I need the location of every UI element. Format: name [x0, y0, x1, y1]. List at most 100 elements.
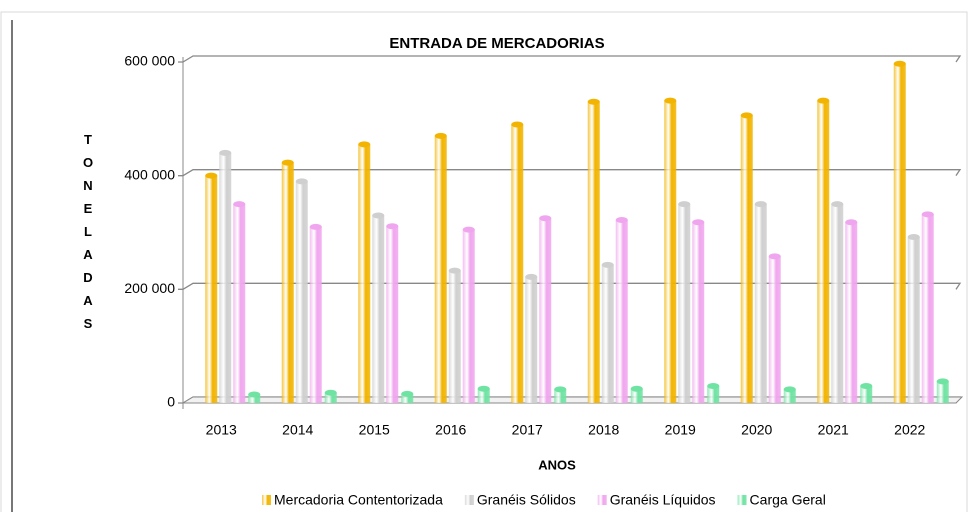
- grid-line: [178, 169, 962, 177]
- bar-top: [630, 385, 643, 392]
- bar-top: [372, 212, 385, 219]
- bar: [248, 394, 261, 403]
- bar: [295, 181, 308, 403]
- bar: [768, 256, 781, 403]
- legend-swatch: [737, 495, 747, 505]
- x-tick-label: 2019: [665, 422, 696, 438]
- bar-top: [783, 386, 796, 393]
- bar: [936, 381, 949, 403]
- legend-label: Mercadoria Contentorizada: [274, 492, 443, 508]
- y-axis-title: TONELADAS: [82, 132, 94, 331]
- bar-top: [233, 201, 246, 208]
- x-tick-label: 2022: [894, 422, 925, 438]
- bar-top: [860, 382, 873, 389]
- bar: [372, 215, 385, 403]
- bar-top: [907, 234, 920, 241]
- x-tick-label: 2015: [359, 422, 390, 438]
- bar-top: [754, 201, 767, 208]
- bar-top: [740, 112, 753, 119]
- bar-top: [448, 267, 461, 274]
- bar: [630, 388, 643, 403]
- bar-top: [817, 97, 830, 104]
- bar-top: [295, 178, 308, 185]
- bar: [462, 229, 475, 403]
- legend-label: Granéis Sólidos: [477, 492, 576, 508]
- bar-top: [831, 201, 844, 208]
- bar: [511, 124, 524, 404]
- bar-top: [309, 223, 322, 230]
- bar: [860, 385, 873, 403]
- x-tick-label: 2017: [512, 422, 543, 438]
- bar-top: [358, 141, 371, 148]
- bar: [525, 276, 538, 403]
- bar-top: [707, 382, 720, 389]
- bar: [893, 63, 906, 404]
- bar: [601, 264, 614, 403]
- bar-top: [921, 211, 934, 218]
- y-tick-label: 400 000: [124, 166, 175, 182]
- bar: [845, 222, 858, 403]
- bar-top: [386, 223, 399, 230]
- bar: [615, 219, 628, 403]
- bar: [309, 226, 322, 403]
- bar-top: [462, 226, 475, 233]
- bar: [587, 101, 600, 404]
- grid-line: [178, 55, 962, 63]
- bar: [817, 100, 830, 403]
- bar-top: [692, 219, 705, 226]
- grid-line: [178, 282, 962, 290]
- bar: [678, 204, 691, 403]
- chart-frame: [0, 11, 968, 512]
- bar-top: [281, 159, 294, 166]
- bar: [740, 115, 753, 403]
- bar: [324, 392, 337, 403]
- bar: [831, 204, 844, 403]
- bar: [664, 100, 677, 403]
- bar: [205, 175, 218, 403]
- bar-top: [219, 149, 232, 156]
- bar: [281, 162, 294, 403]
- x-tick-label: 2018: [588, 422, 619, 438]
- bar-top: [477, 385, 490, 392]
- bar: [907, 237, 920, 403]
- chart-title: ENTRADA DE MERCADORIAS: [389, 35, 604, 52]
- x-axis-title: ANOS: [538, 457, 576, 472]
- bar-top: [587, 98, 600, 105]
- bar: [386, 226, 399, 403]
- bar: [219, 152, 232, 403]
- bar: [401, 393, 414, 403]
- legend-swatch: [262, 495, 271, 505]
- bar-top: [893, 60, 906, 67]
- bar: [783, 389, 796, 403]
- bar-top: [511, 121, 524, 128]
- x-tick-label: 2016: [435, 422, 466, 438]
- bar: [754, 204, 767, 403]
- bar-top: [401, 390, 414, 397]
- bar-top: [615, 216, 628, 223]
- y-tick-label: 600 000: [124, 53, 175, 69]
- bar: [358, 144, 371, 404]
- bar: [233, 204, 246, 403]
- x-tick-label: 2021: [818, 422, 849, 438]
- bar-top: [554, 386, 567, 393]
- bar-top: [434, 132, 447, 139]
- bar: [707, 385, 720, 403]
- x-tick-label: 2013: [206, 422, 237, 438]
- legend-label: Granéis Líquidos: [610, 492, 716, 508]
- bar-top: [936, 378, 949, 385]
- bar-top: [845, 219, 858, 226]
- bar: [554, 389, 567, 403]
- legend-swatch: [464, 495, 474, 505]
- bar-top: [324, 389, 337, 396]
- legend-label: Carga Geral: [750, 492, 826, 508]
- y-tick-label: 0: [167, 394, 175, 410]
- x-tick-label: 2014: [282, 422, 313, 438]
- y-tick-label: 200 000: [124, 280, 175, 296]
- bar-top: [539, 215, 552, 222]
- x-tick-label: 2020: [741, 422, 772, 438]
- legend-swatch: [597, 495, 607, 505]
- bar-top: [205, 172, 218, 179]
- bar: [448, 270, 461, 403]
- bar-top: [525, 273, 538, 280]
